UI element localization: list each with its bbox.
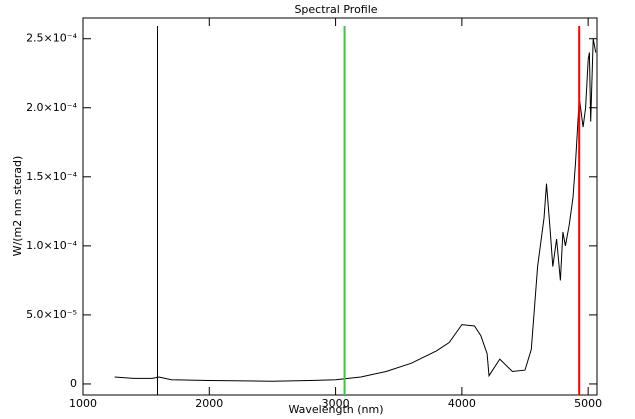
x-tick-label: 2000 [195,397,223,410]
x-axis-label: Wavelength (nm) [288,403,383,416]
plot-frame [82,17,598,396]
x-tick-label: 4000 [448,397,476,410]
y-tick-label: 2.5×10⁻⁴ [26,32,78,45]
y-axis-label: W/(m2 nm sterad) [11,156,24,257]
y-tick-label: 1.5×10⁻⁴ [26,170,78,183]
x-tick-label: 1000 [69,397,97,410]
y-tick-label: 0 [70,377,77,390]
x-tick-label: 5000 [574,397,602,410]
x-tick-label: 3000 [322,397,350,410]
y-tick-label: 2.0×10⁻⁴ [26,101,78,114]
chart-title: Spectral Profile [294,3,377,16]
y-tick-label: 5.0×10⁻⁵ [26,308,77,321]
y-tick-label: 1.0×10⁻⁴ [26,239,78,252]
spectrum-line [114,38,597,382]
